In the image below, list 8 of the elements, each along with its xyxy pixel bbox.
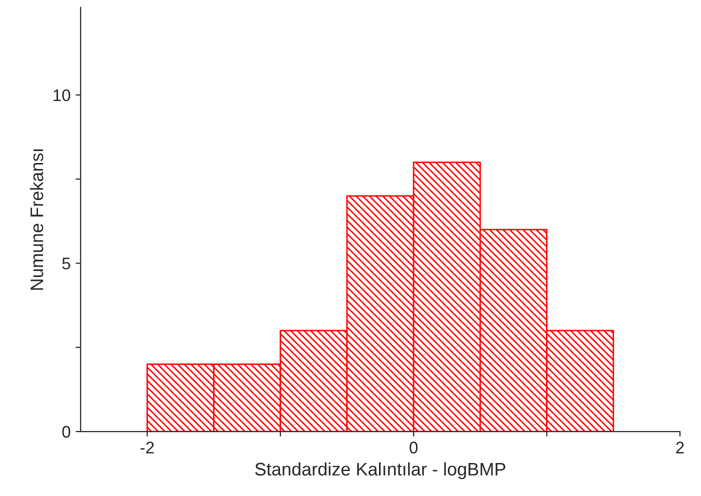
y-tick-label: 5: [62, 258, 70, 270]
y-axis-title: Numune Frekansı: [30, 149, 44, 290]
x-tick-label: 0: [410, 442, 418, 454]
x-tick-label: 2: [676, 442, 684, 454]
x-axis-title: Standardize Kalıntılar - logBMP: [255, 462, 506, 480]
y-tick-label: 0: [62, 426, 70, 438]
x-tick-label: -2: [140, 442, 154, 454]
y-tick-label: 10: [54, 89, 70, 102]
